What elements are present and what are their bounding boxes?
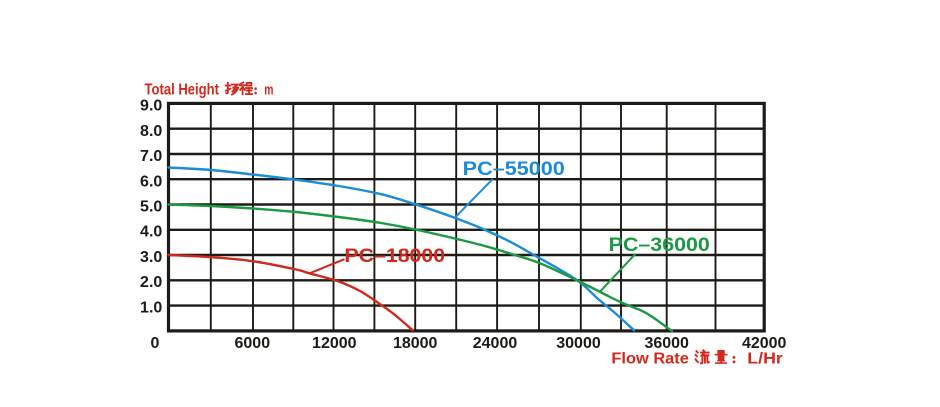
svg-text:m: m [264,81,273,98]
svg-text:42000: 42000 [742,335,787,352]
svg-text:8.0: 8.0 [140,123,162,140]
svg-text:2.0: 2.0 [140,274,162,291]
svg-text:PC–18000: PC–18000 [344,246,445,267]
svg-text:9.0: 9.0 [140,98,162,115]
svg-text:6000: 6000 [235,335,271,352]
svg-text:3.0: 3.0 [140,249,162,266]
svg-text:L/Hr: L/Hr [747,350,783,367]
svg-text:7.0: 7.0 [140,148,162,165]
svg-text:12000: 12000 [312,335,357,352]
svg-text:Flow Rate: Flow Rate [611,350,689,367]
svg-text:18000: 18000 [393,335,438,352]
svg-text:30000: 30000 [556,335,601,352]
svg-text:5.0: 5.0 [140,199,162,216]
svg-text:24000: 24000 [473,335,518,352]
svg-text:1.0: 1.0 [140,299,162,316]
svg-text:PC–36000: PC–36000 [609,235,710,256]
svg-text:36000: 36000 [644,335,689,352]
svg-text:PC–55000: PC–55000 [463,159,565,180]
svg-text:6.0: 6.0 [140,173,162,190]
svg-text:0: 0 [151,335,160,352]
svg-text:Total Height: Total Height [145,82,220,99]
svg-text:4.0: 4.0 [140,224,162,241]
